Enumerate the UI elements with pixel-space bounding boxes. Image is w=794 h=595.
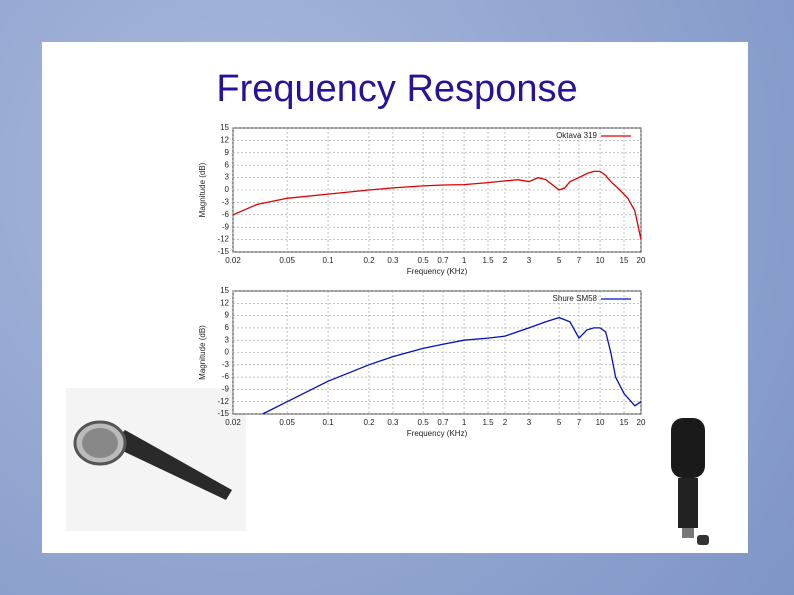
legend-label: Oktava 319 xyxy=(556,131,597,140)
x-tick-label: 10 xyxy=(596,256,605,265)
x-tick-label: 0.02 xyxy=(225,256,241,265)
x-tick-label: 1 xyxy=(462,418,467,427)
x-tick-label: 1.5 xyxy=(482,256,494,265)
x-tick-label: 3 xyxy=(527,256,532,265)
microphone-image xyxy=(671,418,709,545)
y-tick-label: 3 xyxy=(225,335,230,344)
x-tick-label: 0.7 xyxy=(437,256,449,265)
x-tick-label: 0.3 xyxy=(387,256,399,265)
x-tick-label: 1.5 xyxy=(482,418,494,427)
y-tick-label: 15 xyxy=(220,123,229,132)
x-tick-label: 0.3 xyxy=(387,418,399,427)
x-tick-label: 0.5 xyxy=(418,256,430,265)
x-axis-label: Frequency (KHz) xyxy=(407,429,468,438)
x-tick-label: 20 xyxy=(637,256,646,265)
y-tick-label: -15 xyxy=(217,409,229,418)
y-tick-label: 6 xyxy=(225,323,230,332)
x-tick-label: 0.1 xyxy=(322,418,334,427)
x-axis-label: Frequency (KHz) xyxy=(407,267,468,276)
microphone-image xyxy=(66,388,246,531)
legend-label: Shure SM58 xyxy=(553,294,598,303)
y-tick-label: -15 xyxy=(217,247,229,256)
y-axis-label: Magnitude (dB) xyxy=(198,325,207,380)
x-tick-label: 0.2 xyxy=(363,418,375,427)
x-tick-label: 1 xyxy=(462,256,467,265)
x-tick-label: 0.1 xyxy=(322,256,334,265)
x-tick-label: 0.7 xyxy=(437,418,449,427)
y-tick-label: 9 xyxy=(225,148,230,157)
x-tick-label: 0.5 xyxy=(418,418,430,427)
y-tick-label: 6 xyxy=(225,160,230,169)
y-tick-label: -9 xyxy=(222,385,230,394)
y-tick-label: 0 xyxy=(225,185,230,194)
y-tick-label: -9 xyxy=(222,222,230,231)
x-tick-label: 7 xyxy=(577,256,582,265)
x-tick-label: 2 xyxy=(503,256,508,265)
x-tick-label: 20 xyxy=(637,418,646,427)
y-tick-label: 12 xyxy=(220,136,229,145)
x-tick-label: 0.05 xyxy=(279,256,295,265)
x-tick-label: 10 xyxy=(596,418,605,427)
data-line xyxy=(262,316,642,415)
x-tick-label: 3 xyxy=(527,418,532,427)
x-tick-label: 15 xyxy=(620,418,629,427)
y-tick-label: -12 xyxy=(217,397,229,406)
y-tick-label: 12 xyxy=(220,298,229,307)
x-tick-label: 2 xyxy=(503,418,508,427)
y-axis-label: Magnitude (dB) xyxy=(198,162,207,217)
y-tick-label: -6 xyxy=(222,372,230,381)
y-tick-label: -3 xyxy=(222,360,230,369)
x-tick-label: 0.2 xyxy=(363,256,375,265)
x-tick-label: 5 xyxy=(557,418,562,427)
x-tick-label: 0.05 xyxy=(279,418,295,427)
x-tick-label: 7 xyxy=(577,418,582,427)
y-tick-label: -6 xyxy=(222,210,230,219)
x-tick-label: 0.02 xyxy=(225,418,241,427)
x-tick-label: 5 xyxy=(557,256,562,265)
slide-title: Frequency Response xyxy=(216,68,578,110)
y-tick-label: 9 xyxy=(225,311,230,320)
y-tick-label: -3 xyxy=(222,198,230,207)
y-tick-label: 0 xyxy=(225,348,230,357)
y-tick-label: 15 xyxy=(220,286,229,295)
x-tick-label: 15 xyxy=(620,256,629,265)
y-tick-label: -12 xyxy=(217,235,229,244)
y-tick-label: 3 xyxy=(225,173,230,182)
data-line xyxy=(232,170,642,240)
